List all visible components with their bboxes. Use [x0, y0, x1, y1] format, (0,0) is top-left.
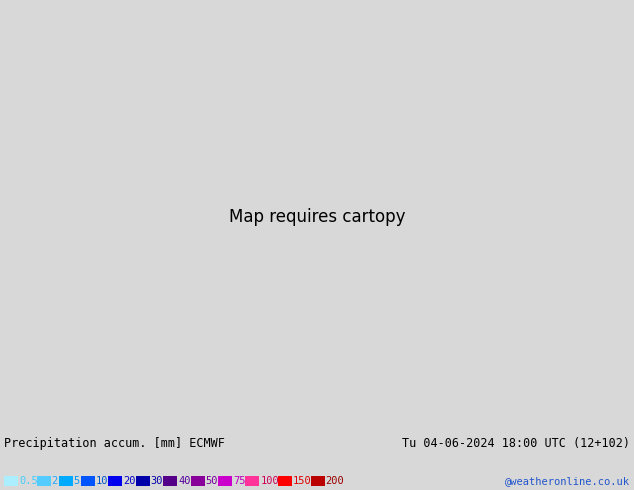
- Text: 150: 150: [293, 476, 312, 486]
- Text: Tu 04-06-2024 18:00 UTC (12+102): Tu 04-06-2024 18:00 UTC (12+102): [402, 437, 630, 450]
- Text: 5: 5: [74, 476, 80, 486]
- Text: 75: 75: [233, 476, 245, 486]
- Text: 40: 40: [178, 476, 191, 486]
- Text: 20: 20: [124, 476, 136, 486]
- Bar: [4, 476, 18, 486]
- Text: 0.5: 0.5: [19, 476, 38, 486]
- Text: 100: 100: [261, 476, 279, 486]
- Bar: [311, 476, 325, 486]
- Bar: [191, 476, 205, 486]
- Text: 50: 50: [205, 476, 218, 486]
- Text: 10: 10: [96, 476, 108, 486]
- Text: @weatheronline.co.uk: @weatheronline.co.uk: [505, 476, 630, 486]
- Bar: [245, 476, 259, 486]
- Bar: [37, 476, 51, 486]
- Bar: [163, 476, 177, 486]
- Bar: [278, 476, 292, 486]
- Text: 30: 30: [151, 476, 164, 486]
- Bar: [81, 476, 95, 486]
- Bar: [136, 476, 150, 486]
- Bar: [59, 476, 73, 486]
- Text: Map requires cartopy: Map requires cartopy: [229, 208, 405, 226]
- Text: 200: 200: [326, 476, 344, 486]
- Bar: [218, 476, 232, 486]
- Bar: [108, 476, 122, 486]
- Text: 2: 2: [51, 476, 58, 486]
- Text: Precipitation accum. [mm] ECMWF: Precipitation accum. [mm] ECMWF: [4, 437, 225, 450]
